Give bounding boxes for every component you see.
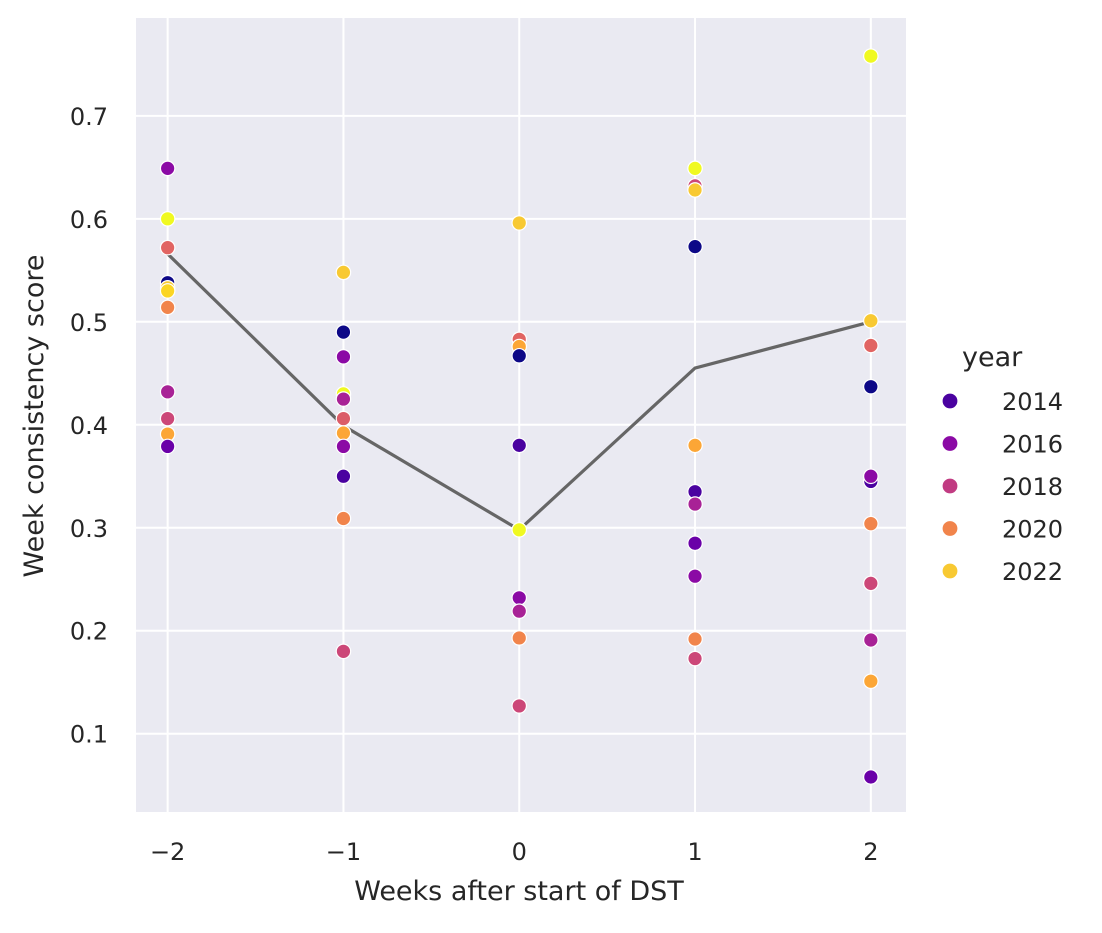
data-point	[335, 410, 352, 427]
data-point	[863, 575, 879, 592]
y-tick-label: 0.1	[70, 721, 108, 749]
data-point	[863, 312, 879, 329]
data-point	[863, 769, 879, 785]
data-point	[511, 347, 528, 364]
x-tick-label: 0	[512, 838, 527, 866]
data-point	[863, 632, 879, 648]
y-tick-label: 0.7	[70, 103, 108, 131]
legend-label: 2018	[1002, 473, 1063, 501]
data-point	[687, 182, 703, 198]
data-points	[159, 48, 879, 785]
legend-label: 2014	[1002, 388, 1063, 416]
grid-lines	[136, 18, 906, 812]
x-tick-labels: −2 −1 0 1 2	[150, 838, 879, 866]
data-point	[511, 698, 528, 714]
data-point	[687, 160, 703, 177]
legend-label: 2020	[1002, 516, 1063, 544]
data-point	[687, 437, 703, 454]
data-point	[335, 324, 352, 340]
data-point	[335, 468, 352, 485]
data-point	[687, 535, 703, 552]
data-point	[863, 515, 879, 532]
x-tick-label: 1	[687, 838, 702, 866]
x-axis-label: Weeks after start of DST	[354, 876, 684, 907]
legend-label: 2016	[1002, 431, 1063, 459]
legend-label: 2022	[1002, 558, 1063, 586]
data-point	[335, 391, 352, 407]
data-point	[335, 643, 352, 660]
data-point	[687, 631, 703, 647]
data-point	[159, 211, 176, 227]
data-point	[863, 48, 879, 64]
data-point	[687, 496, 703, 512]
data-point	[687, 650, 703, 667]
data-point	[159, 299, 176, 316]
data-point	[687, 238, 703, 255]
data-point	[863, 337, 879, 354]
data-point	[511, 630, 528, 646]
data-point	[159, 384, 176, 400]
data-point	[159, 410, 176, 427]
x-tick-label: −2	[150, 838, 185, 866]
data-point	[335, 510, 352, 527]
y-tick-labels: 0.1 0.2 0.3 0.4 0.5 0.6 0.7	[70, 103, 108, 749]
legend-marker	[941, 562, 959, 580]
data-point	[159, 283, 176, 299]
plot-background	[136, 18, 906, 812]
data-point	[335, 349, 352, 365]
y-tick-label: 0.2	[70, 618, 108, 646]
data-point	[863, 673, 879, 690]
data-point	[335, 264, 352, 281]
data-point	[687, 568, 703, 584]
legend-marker	[941, 434, 959, 453]
data-point	[159, 438, 176, 455]
legend: year 2014 2016 2018 2020 2022	[941, 342, 1063, 586]
data-point	[511, 589, 528, 606]
data-point	[335, 438, 352, 455]
y-tick-label: 0.6	[70, 206, 108, 234]
legend-marker	[941, 477, 959, 495]
legend-marker	[941, 392, 959, 410]
legend-title: year	[962, 342, 1023, 373]
legend-marker	[941, 519, 959, 538]
y-tick-label: 0.5	[70, 309, 108, 337]
data-point	[159, 160, 176, 177]
data-point	[511, 437, 528, 454]
data-point	[335, 425, 352, 441]
data-point	[511, 522, 528, 538]
data-point	[511, 603, 528, 619]
data-point	[159, 239, 176, 256]
x-tick-label: 2	[863, 838, 878, 866]
y-tick-label: 0.3	[70, 515, 108, 543]
data-point	[863, 468, 879, 485]
x-tick-label: −1	[326, 838, 361, 866]
y-axis-label: Week consistency score	[19, 255, 50, 578]
y-tick-label: 0.4	[70, 412, 108, 440]
data-point	[863, 378, 879, 395]
data-point	[511, 215, 528, 231]
